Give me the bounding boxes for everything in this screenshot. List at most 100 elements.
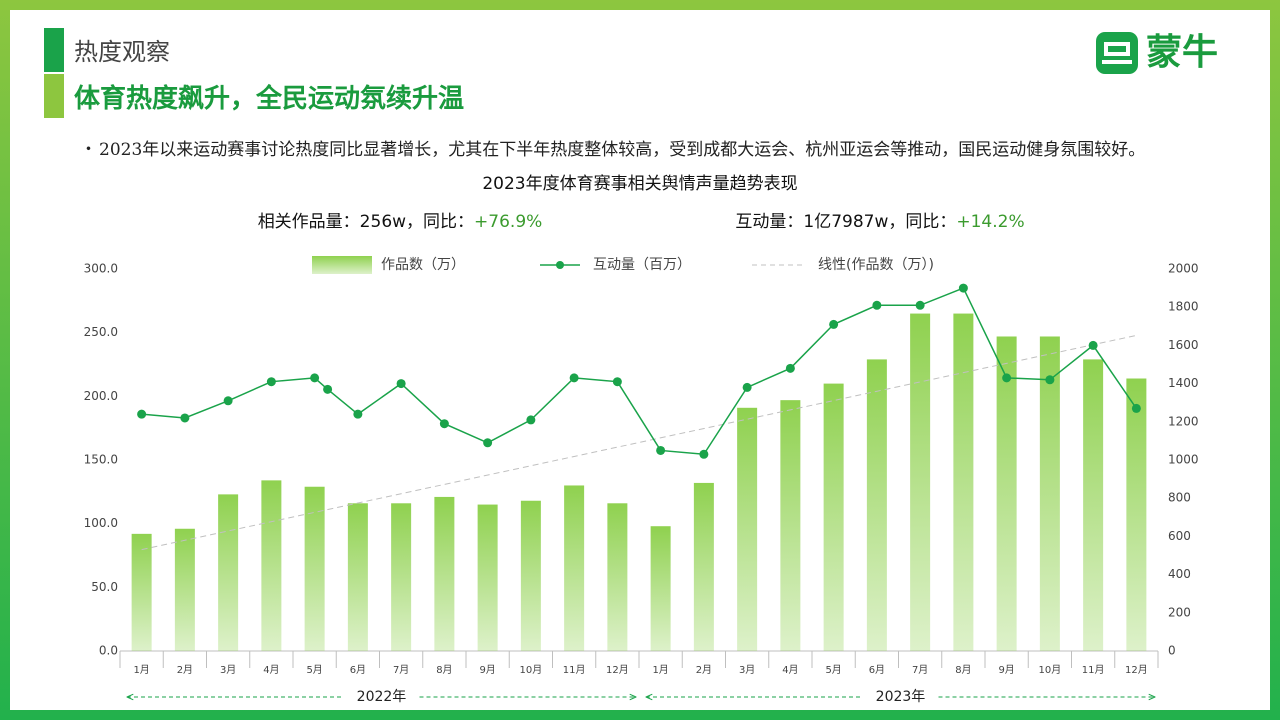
- x-tick-label: 8月: [436, 664, 452, 676]
- x-tick-label: 4月: [782, 664, 798, 676]
- y2-tick-label: 0: [1168, 644, 1176, 658]
- line-point: [1088, 340, 1098, 350]
- y2-tick-label: 200: [1168, 605, 1191, 619]
- y-tick-label: 300.0: [84, 262, 118, 276]
- line-point: [310, 373, 320, 383]
- y2-tick-label: 1000: [1168, 453, 1199, 467]
- legend-swatch: [312, 256, 372, 274]
- bar: [218, 494, 239, 651]
- y2-tick-label: 600: [1168, 529, 1191, 543]
- line-point: [396, 379, 406, 389]
- line-point: [353, 409, 363, 419]
- line-point: [612, 377, 622, 387]
- line-point: [872, 300, 882, 310]
- bar: [607, 503, 628, 651]
- x-tick-label: 10月: [1039, 664, 1062, 676]
- y2-tick-label: 1600: [1168, 338, 1199, 352]
- stat-change: +14.2%: [956, 212, 1024, 232]
- line-point: [1131, 403, 1141, 413]
- y-tick-label: 100.0: [84, 516, 118, 530]
- stat-label: 相关作品量：256w，同比：: [258, 212, 474, 232]
- bar: [391, 503, 412, 651]
- bar: [1039, 336, 1060, 651]
- line-point: [137, 409, 147, 419]
- section-title: 热度观察: [74, 38, 170, 66]
- x-tick-label: 3月: [739, 664, 755, 676]
- y2-tick-label: 400: [1168, 567, 1191, 581]
- group-label: 2023年: [876, 689, 926, 705]
- legend-label: 作品数（万）: [381, 257, 465, 273]
- bar: [347, 503, 368, 651]
- x-tick-label: 4月: [263, 664, 279, 676]
- x-tick-label: 1月: [652, 664, 668, 676]
- x-tick-label: 9月: [479, 664, 495, 676]
- x-tick-label: 8月: [955, 664, 971, 676]
- y-tick-label: 200.0: [84, 389, 118, 403]
- y-tick-label: 50.0: [91, 580, 118, 594]
- bar: [304, 486, 325, 651]
- trendline: [141, 334, 1137, 551]
- line-point: [526, 415, 536, 425]
- line-point: [699, 449, 709, 459]
- x-tick-label: 6月: [869, 664, 885, 676]
- line-point: [266, 377, 276, 387]
- bar: [1126, 378, 1147, 651]
- x-tick-label: 3月: [220, 664, 236, 676]
- bullet-text: 2023年以来运动赛事讨论热度同比显著增长，尤其在下半年热度整体较高，受到成都大…: [80, 138, 1205, 162]
- x-tick-label: 12月: [1125, 664, 1148, 676]
- line-point: [569, 373, 579, 383]
- stat-label: 互动量：1亿7987w，同比：: [735, 212, 956, 232]
- line-point: [439, 419, 449, 429]
- line: [141, 287, 1137, 456]
- y2-tick-label: 800: [1168, 491, 1191, 505]
- bar: [520, 500, 541, 651]
- chart-title: 2023年度体育赛事相关舆情声量趋势表现: [482, 173, 797, 194]
- bar: [174, 528, 195, 651]
- accent-bar: [44, 28, 64, 72]
- logo-text: 蒙牛: [1146, 32, 1218, 73]
- legend-label: 线性(作品数（万）): [818, 257, 934, 273]
- line-point: [785, 363, 795, 373]
- slide-title: 体育热度飙升，全民运动氛续升温: [74, 84, 465, 114]
- bar: [1083, 359, 1104, 651]
- y2-tick-label: 1200: [1168, 414, 1199, 428]
- accent-bar: [44, 74, 64, 118]
- bar: [823, 383, 844, 651]
- x-tick-label: 6月: [350, 664, 366, 676]
- y2-tick-label: 1400: [1168, 376, 1199, 390]
- y-tick-label: 150.0: [84, 453, 118, 467]
- y2-tick-label: 2000: [1168, 262, 1199, 276]
- line-point: [829, 319, 839, 329]
- stat-change: +76.9%: [474, 212, 542, 232]
- x-tick-label: 5月: [306, 664, 322, 676]
- bar: [866, 359, 887, 651]
- line-point: [223, 396, 233, 406]
- bar: [131, 533, 152, 651]
- y-tick-label: 0.0: [99, 644, 118, 658]
- bar: [261, 480, 282, 651]
- line-point: [483, 438, 493, 448]
- stat: 互动量：1亿7987w，同比：+14.2%: [735, 212, 1024, 232]
- x-tick-label: 1月: [133, 664, 149, 676]
- group-label: 2022年: [357, 689, 407, 705]
- bar: [650, 526, 671, 651]
- x-tick-label: 9月: [998, 664, 1014, 676]
- line-point: [915, 300, 925, 310]
- line-point: [1045, 375, 1055, 385]
- x-tick-label: 11月: [1082, 664, 1105, 676]
- legend-swatch: [556, 261, 564, 269]
- x-tick-label: 5月: [825, 664, 841, 676]
- legend-label: 互动量（百万）: [593, 257, 691, 273]
- y-tick-label: 250.0: [84, 325, 118, 339]
- x-tick-label: 2月: [177, 664, 193, 676]
- line-point: [323, 384, 333, 394]
- bar: [996, 336, 1017, 651]
- line-point: [958, 283, 968, 293]
- bar: [953, 313, 974, 651]
- x-tick-label: 11月: [563, 664, 586, 676]
- bar: [780, 400, 801, 651]
- line-point: [180, 413, 190, 423]
- y2-tick-label: 1800: [1168, 300, 1199, 314]
- bar: [477, 504, 498, 651]
